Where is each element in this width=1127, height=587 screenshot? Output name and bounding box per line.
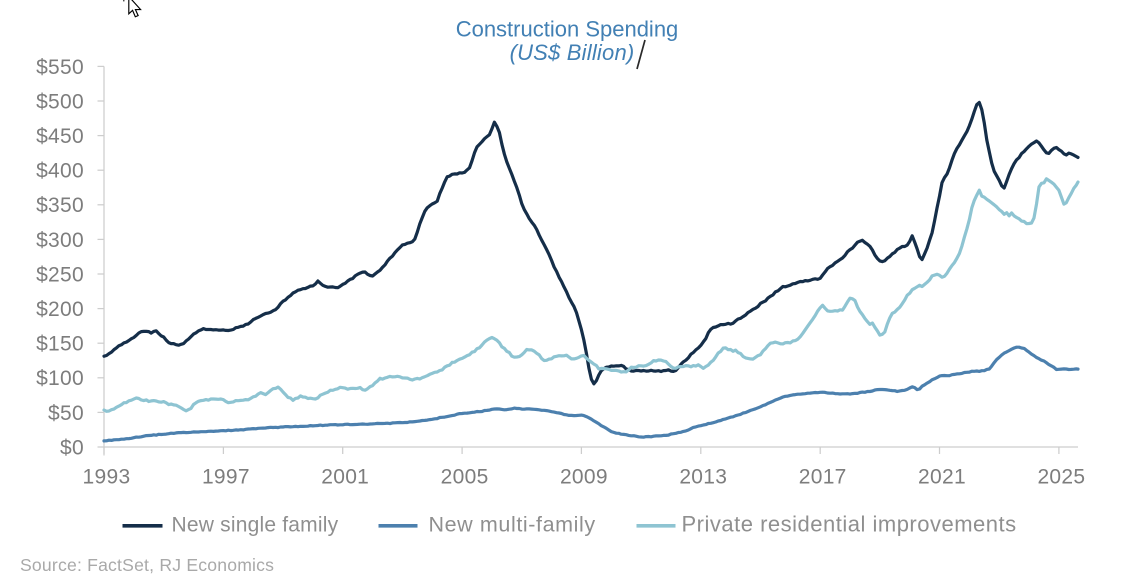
svg-text:$100: $100 <box>36 367 84 390</box>
svg-text:2025: 2025 <box>1037 466 1085 489</box>
svg-text:$500: $500 <box>36 90 84 113</box>
svg-text:Source: FactSet, RJ Economics: Source: FactSet, RJ Economics <box>20 555 274 575</box>
svg-text:$50: $50 <box>48 402 84 425</box>
svg-text:2017: 2017 <box>799 466 847 489</box>
svg-text:1997: 1997 <box>202 466 250 489</box>
svg-text:2021: 2021 <box>918 466 966 489</box>
svg-text:New multi-family: New multi-family <box>429 512 596 536</box>
svg-text:$250: $250 <box>36 263 84 286</box>
svg-text:$450: $450 <box>36 125 84 148</box>
svg-text:2013: 2013 <box>679 466 727 489</box>
svg-text:$300: $300 <box>36 229 84 252</box>
svg-text:$150: $150 <box>36 333 84 356</box>
svg-text:$200: $200 <box>36 298 84 321</box>
svg-text:$400: $400 <box>36 160 84 183</box>
svg-text:2009: 2009 <box>560 466 608 489</box>
svg-text:New single family: New single family <box>172 513 339 536</box>
svg-text:$550: $550 <box>36 56 84 79</box>
svg-text:Private residential improvemen: Private residential improvements <box>682 511 1017 536</box>
svg-text:1993: 1993 <box>83 466 131 489</box>
svg-text:Construction Spending: Construction Spending <box>456 17 679 42</box>
svg-text:$0: $0 <box>60 436 84 459</box>
svg-text:2005: 2005 <box>441 466 489 489</box>
svg-text:(US$ Billion): (US$ Billion) <box>510 40 635 65</box>
svg-text:$350: $350 <box>36 194 84 217</box>
svg-text:2001: 2001 <box>321 466 369 489</box>
